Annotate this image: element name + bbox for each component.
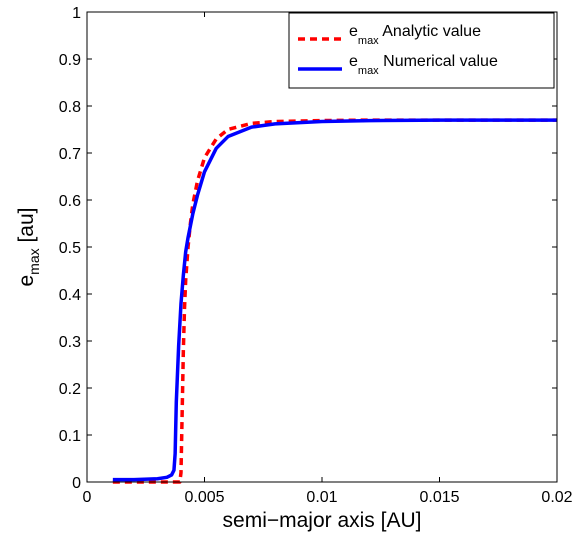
legend-analytic-sub: max xyxy=(358,35,379,47)
series-layer xyxy=(112,118,557,484)
svg-text:emax [au]: emax [au] xyxy=(15,207,42,286)
legend-numerical-main: e xyxy=(349,53,358,70)
y-tick-label: 0.9 xyxy=(59,52,81,69)
x-tick-label: 0.015 xyxy=(419,489,459,506)
x-tick-label: 0.005 xyxy=(184,489,224,506)
legend-entry-analytic: emax Analytic value xyxy=(349,23,481,47)
legend: emax Analytic value emax Numerical value xyxy=(288,12,555,89)
y-tick-label: 0.7 xyxy=(59,146,81,163)
y-tick-label: 0.3 xyxy=(59,334,81,351)
legend-numerical-rest: Numerical value xyxy=(379,53,498,70)
legend-entry-numerical: emax Numerical value xyxy=(349,53,498,77)
x-axis-label: semi−major axis [AU] xyxy=(223,509,422,532)
plot-background xyxy=(87,12,557,482)
y-tick-label: 0.8 xyxy=(59,99,81,116)
legend-analytic-rest: Analytic value xyxy=(379,23,481,40)
y-tick-label: 0.4 xyxy=(59,287,81,304)
y-tick-label: 0.5 xyxy=(59,240,81,257)
x-tick-label: 0 xyxy=(83,489,92,506)
y-axis-label: emax [au] xyxy=(15,207,42,286)
legend-box xyxy=(288,12,555,89)
y-axis-label-sub: max xyxy=(26,248,42,274)
x-tick-label: 0.01 xyxy=(306,489,337,506)
x-tick-label: 0.02 xyxy=(541,489,572,506)
y-axis-label-unit: [au] xyxy=(15,207,38,248)
legend-numerical-sub: max xyxy=(358,65,379,77)
series-line-numerical xyxy=(112,118,557,482)
y-tick-label: 0 xyxy=(72,475,81,492)
y-axis-label-main: e xyxy=(15,275,38,287)
y-tick-label: 1 xyxy=(72,5,81,22)
y-tick-label: 0.6 xyxy=(59,193,81,210)
y-tick-label: 0.1 xyxy=(59,428,81,445)
y-tick-label: 0.2 xyxy=(59,381,81,398)
ticks-layer: 0 0.005 0.01 0.015 0.02 0 0.1 0.2 0.3 0.4 0.5 0.6 0.… xyxy=(59,5,573,506)
legend-analytic-main: e xyxy=(349,23,358,40)
